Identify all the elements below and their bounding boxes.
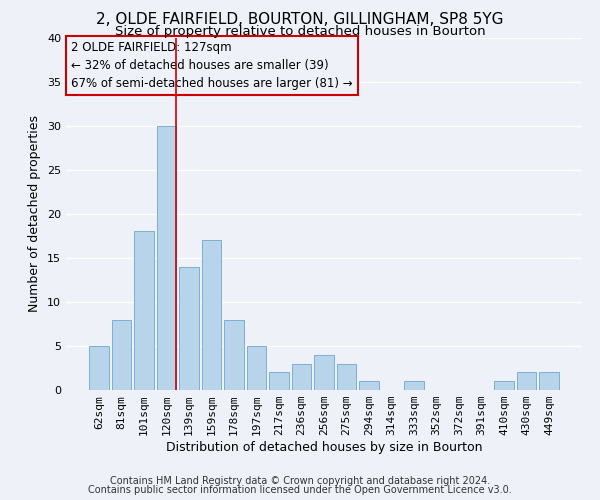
Bar (247, 346, 266, 390)
Bar (134, 232, 154, 390)
Text: Size of property relative to detached houses in Bourton: Size of property relative to detached ho… (115, 25, 485, 38)
Bar (359, 381, 379, 390)
Text: Contains public sector information licensed under the Open Government Licence v3: Contains public sector information licen… (88, 485, 512, 495)
Bar (404, 381, 424, 390)
Bar (224, 320, 244, 390)
Bar (269, 372, 289, 390)
Bar (179, 266, 199, 390)
Bar (517, 372, 536, 390)
Text: 2 OLDE FAIRFIELD: 127sqm
← 32% of detached houses are smaller (39)
67% of semi-d: 2 OLDE FAIRFIELD: 127sqm ← 32% of detach… (71, 41, 353, 90)
Bar (112, 320, 131, 390)
Text: 2, OLDE FAIRFIELD, BOURTON, GILLINGHAM, SP8 5YG: 2, OLDE FAIRFIELD, BOURTON, GILLINGHAM, … (96, 12, 504, 28)
Y-axis label: Number of detached properties: Number of detached properties (28, 116, 41, 312)
Bar (494, 381, 514, 390)
Bar (89, 346, 109, 390)
Bar (314, 355, 334, 390)
Bar (539, 372, 559, 390)
Bar (157, 126, 176, 390)
Bar (202, 240, 221, 390)
Bar (292, 364, 311, 390)
Bar (337, 364, 356, 390)
Text: Contains HM Land Registry data © Crown copyright and database right 2024.: Contains HM Land Registry data © Crown c… (110, 476, 490, 486)
X-axis label: Distribution of detached houses by size in Bourton: Distribution of detached houses by size … (166, 441, 482, 454)
